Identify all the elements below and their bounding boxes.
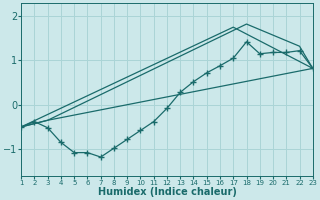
X-axis label: Humidex (Indice chaleur): Humidex (Indice chaleur)	[98, 187, 236, 197]
